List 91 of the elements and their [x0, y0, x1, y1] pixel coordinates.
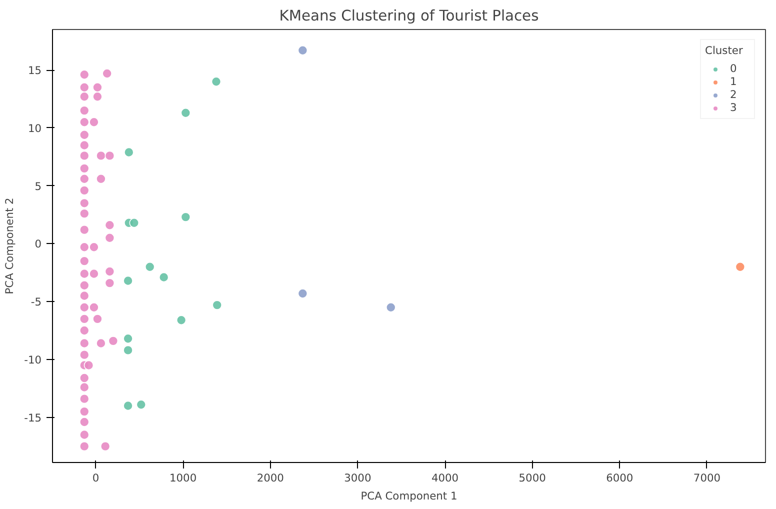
point — [79, 106, 90, 116]
x-tick-label: 7000 — [693, 472, 721, 484]
point — [180, 212, 191, 222]
point — [123, 345, 133, 356]
point — [123, 276, 133, 286]
x-axis-title: PCA Component 1 — [360, 490, 458, 502]
point — [180, 108, 191, 118]
point — [79, 198, 90, 208]
y-tick-label: 10 — [28, 122, 42, 135]
chart-title: KMeans Clustering of Tourist Places — [279, 8, 539, 24]
point — [386, 302, 396, 312]
point — [79, 373, 90, 383]
x-tick-label: 4000 — [431, 472, 459, 484]
point — [79, 406, 90, 416]
point — [123, 400, 133, 411]
point — [79, 441, 90, 452]
point — [79, 302, 90, 312]
point — [89, 268, 99, 279]
point — [158, 272, 169, 282]
point — [79, 430, 90, 440]
point — [79, 186, 90, 196]
point — [79, 117, 90, 128]
x-tick-label: 1000 — [169, 472, 197, 484]
point — [124, 147, 134, 158]
point — [79, 382, 90, 392]
point — [108, 336, 118, 346]
point — [298, 288, 308, 298]
legend-label: 0 — [730, 62, 738, 75]
legend-label: 1 — [730, 75, 738, 88]
point — [176, 315, 186, 325]
point — [79, 314, 90, 324]
point — [79, 140, 90, 150]
point — [89, 302, 99, 312]
point — [79, 350, 90, 360]
point — [79, 130, 90, 140]
point — [96, 150, 106, 161]
point — [104, 278, 115, 288]
point — [79, 326, 90, 336]
y-axis-title: PCA Component 2 — [3, 198, 16, 294]
x-tick-label: 2000 — [256, 472, 284, 484]
point — [212, 300, 222, 310]
x-tick-label: 0 — [92, 472, 100, 484]
point — [104, 266, 115, 276]
point — [89, 242, 99, 252]
x-tick-label: 3000 — [344, 472, 372, 484]
point — [96, 338, 106, 348]
point — [123, 334, 133, 344]
y-tick-label: -15 — [24, 411, 42, 424]
y-tick-label: -10 — [24, 353, 42, 366]
point — [79, 174, 90, 184]
point — [92, 92, 102, 102]
point — [89, 117, 99, 128]
point — [79, 164, 90, 174]
point — [79, 70, 90, 80]
point — [104, 220, 115, 230]
y-tick-label: 0 — [34, 238, 42, 251]
point — [136, 400, 146, 410]
point — [84, 360, 94, 370]
point — [79, 208, 90, 218]
point — [104, 233, 115, 243]
point — [92, 314, 102, 324]
point — [79, 224, 90, 235]
point — [92, 82, 102, 92]
y-tick-label: -5 — [30, 296, 42, 309]
point — [144, 262, 155, 272]
point — [100, 441, 110, 452]
point — [104, 150, 115, 161]
point — [79, 290, 90, 301]
point — [298, 45, 308, 56]
point — [102, 68, 112, 78]
point — [96, 174, 106, 184]
y-tick-label: 15 — [28, 64, 42, 78]
point — [79, 280, 90, 290]
point — [211, 76, 222, 86]
point — [79, 150, 90, 161]
point — [79, 338, 90, 348]
y-tick-label: 5 — [34, 180, 42, 193]
point — [79, 417, 90, 427]
legend-label: 2 — [730, 88, 738, 101]
point — [79, 82, 90, 92]
point — [79, 394, 90, 404]
legend-title: Cluster — [705, 44, 744, 57]
legend-label: 3 — [730, 101, 738, 114]
point — [735, 262, 746, 272]
point — [79, 268, 90, 279]
point — [129, 218, 140, 228]
point — [79, 242, 90, 252]
x-tick-label: 5000 — [518, 472, 546, 484]
x-tick-label: 6000 — [606, 472, 634, 484]
point — [79, 256, 90, 266]
point — [79, 92, 90, 102]
